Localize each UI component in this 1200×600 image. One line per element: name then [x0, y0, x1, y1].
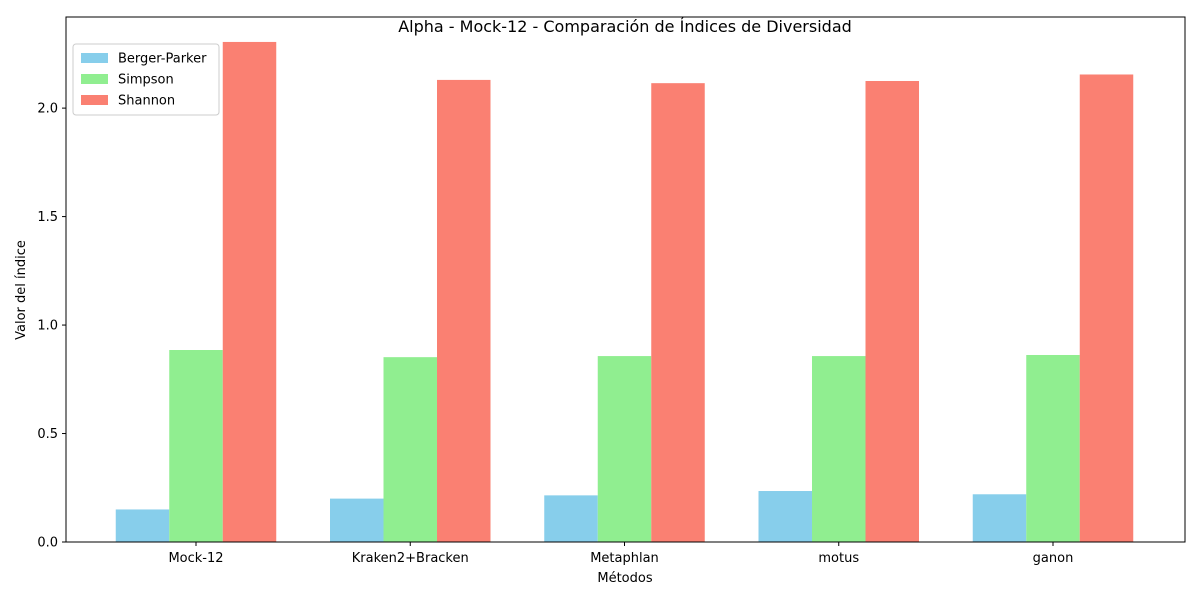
bar-berger-parker-3	[758, 491, 812, 542]
x-axis: Mock-12 Kraken2+Bracken Metaphlan motus gano…	[168, 542, 1073, 566]
x-tick-label: Mock-12	[168, 551, 223, 566]
bar-shannon-2	[651, 83, 705, 542]
y-tick-label: 1.0	[37, 319, 58, 334]
chart-title: Alpha - Mock-12 - Comparación de Índices…	[398, 17, 852, 36]
bar-simpson-2	[597, 356, 652, 542]
legend-box	[72, 43, 220, 116]
y-tick-label: 0.5	[37, 427, 58, 442]
bar-berger-parker-0	[115, 509, 170, 542]
x-tick-label: ganon	[1033, 551, 1074, 566]
legend-swatch	[81, 95, 108, 105]
y-axis: 0.0 0.5 1.0 1.5 2.0	[37, 102, 66, 551]
legend-label: Berger-Parker	[118, 52, 207, 67]
plot-frame	[65, 16, 1186, 543]
bar-simpson-4	[1026, 354, 1080, 542]
x-tick-label: Kraken2+Bracken	[352, 551, 469, 566]
bar-simpson-0	[169, 350, 223, 542]
bars-group	[115, 41, 1134, 543]
legend-label: Simpson	[118, 73, 174, 88]
y-axis-label: Valor del índice	[14, 240, 29, 340]
bar-shannon-4	[1079, 74, 1134, 542]
legend-label: Shannon	[118, 94, 175, 109]
bar-simpson-1	[383, 357, 437, 542]
bar-shannon-0	[222, 41, 277, 542]
bar-shannon-1	[437, 79, 491, 543]
bar-shannon-3	[865, 80, 919, 543]
bar-berger-parker-4	[972, 494, 1027, 542]
bar-berger-parker-2	[544, 495, 598, 542]
legend-swatch	[81, 53, 108, 63]
y-tick-label: 1.5	[37, 210, 58, 225]
y-tick-label: 2.0	[37, 102, 58, 117]
legend: Berger-Parker Simpson Shannon	[72, 43, 220, 116]
x-tick-label: motus	[818, 551, 859, 566]
bar-berger-parker-1	[330, 498, 384, 542]
legend-swatch	[81, 74, 108, 84]
x-tick-label: Metaphlan	[590, 551, 659, 566]
y-tick-label: 0.0	[37, 536, 58, 551]
bar-simpson-3	[812, 356, 866, 542]
x-axis-label: Métodos	[597, 571, 652, 586]
